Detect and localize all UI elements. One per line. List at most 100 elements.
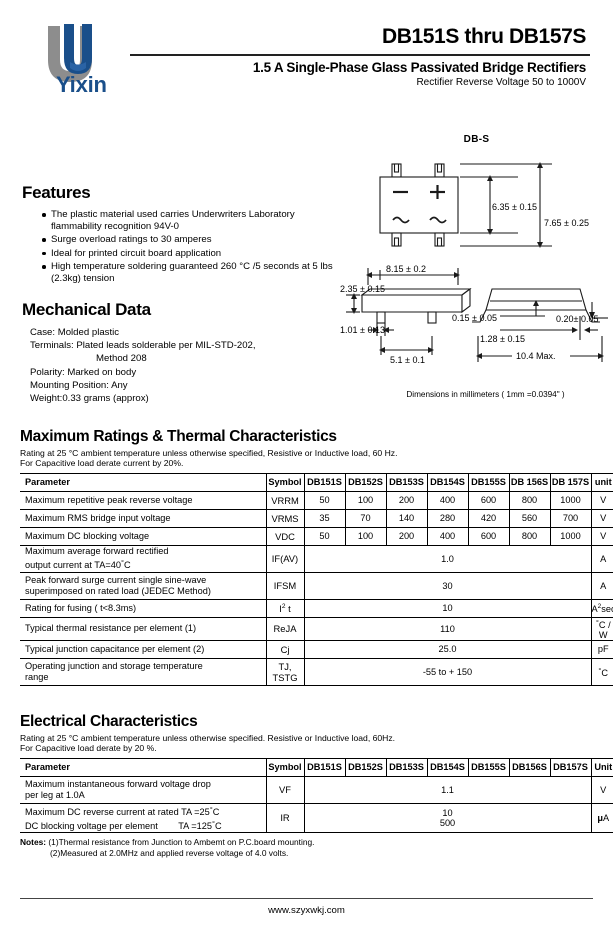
- row-value: 800: [508, 491, 551, 510]
- mech-polarity: Polarity: Marked on body: [30, 366, 137, 378]
- features-heading: Features: [22, 183, 91, 202]
- table-row: Typical junction capacitance per element…: [20, 640, 613, 659]
- row-value: 110: [303, 617, 592, 641]
- dim-standoff: 0.15 ± 0.05: [452, 313, 497, 323]
- table-row: Peak forward surge current single sine-w…: [20, 572, 613, 600]
- row-param: Maximum DC reverse current at rated TA =…: [20, 803, 267, 833]
- dim-foot-length: 1.28 ± 0.15: [480, 334, 525, 344]
- col-db157s: DB 157S: [549, 472, 592, 492]
- dim-lead-pitch: 5.1 ± 0.1: [390, 355, 425, 365]
- mechanical-body: Case: Molded plastic Terminals: Plated l…: [22, 326, 352, 405]
- dim-body-thickness: 2.35 ± 0.15: [340, 284, 385, 294]
- features-list: The plastic material used carries Underw…: [22, 209, 342, 285]
- electrical-blurb-line2: For Capacitive load derate by 20 %.: [20, 743, 157, 754]
- electrical-blurb: Rating at 25 °C ambient temperature unle…: [20, 733, 593, 754]
- col-db153s: DB153S: [385, 472, 428, 492]
- col-symbol: Symbol: [265, 757, 305, 777]
- table-row: Operating junction and storage temperatu…: [20, 658, 613, 686]
- row-value: 600: [467, 527, 510, 546]
- header-titles: DB151S thru DB157S 1.5 A Single-Phase Gl…: [130, 24, 590, 90]
- table-row: Maximum average forward rectified output …: [20, 545, 613, 573]
- table-row: Maximum instantaneous forward voltage dr…: [20, 776, 613, 804]
- col-symbol: Symbol: [265, 472, 305, 492]
- row-symbol: VRMS: [265, 509, 305, 528]
- col-db157s: DB157S: [549, 757, 592, 777]
- col-db155s: DB155S: [467, 472, 510, 492]
- dim-total-span: 10.4 Max.: [516, 351, 556, 361]
- col-unit: Unit: [590, 757, 613, 777]
- row-value: 25.0: [303, 640, 592, 659]
- col-db154s: DB154S: [426, 757, 469, 777]
- note-1: (1)Thermal resistance from Junction to A…: [48, 836, 315, 847]
- row-value: 200: [385, 527, 428, 546]
- row-value: 280: [426, 509, 469, 528]
- package-name-label: DB-S: [463, 134, 490, 145]
- col-parameter: Parameter: [20, 472, 267, 492]
- col-db152s: DB152S: [344, 472, 387, 492]
- row-value: 800: [508, 527, 551, 546]
- ratings-blurb-line1: Rating at 25 °C ambient temperature unle…: [20, 448, 398, 458]
- row-symbol: TJ, TSTG: [265, 658, 305, 686]
- table-row: Rating for fusing ( t<8.3ms) I2 t 10 A2s…: [20, 599, 613, 618]
- row-unit: V: [590, 776, 613, 804]
- row-unit: A: [590, 545, 613, 573]
- table-row: Maximum repetitive peak reverse voltage …: [20, 491, 613, 510]
- page-footer: www.szyxwkj.com: [20, 898, 593, 916]
- col-unit: unit: [590, 472, 613, 492]
- product-voltage-line: Rectifier Reverse Voltage 50 to 1000V: [416, 77, 586, 88]
- table-row: Typical thermal resistance per element (…: [20, 617, 613, 641]
- notes-line1: Notes: (1)Thermal resistance from Juncti…: [20, 837, 593, 848]
- col-db155s: DB155S: [467, 757, 510, 777]
- footer-url: www.szyxwkj.com: [268, 905, 345, 917]
- ratings-blurb: Rating at 25 °C ambient temperature unle…: [20, 448, 593, 469]
- page-header: Yixin DB151S thru DB157S 1.5 A Single-Ph…: [0, 0, 613, 118]
- row-unit: V: [590, 527, 613, 546]
- package-drawing: DB-S: [340, 130, 613, 415]
- col-parameter: Parameter: [20, 757, 267, 777]
- row-unit: °C: [590, 658, 613, 686]
- notes-label: Notes:: [20, 836, 47, 847]
- row-value: 200: [385, 491, 428, 510]
- list-item: High temperature soldering guaranteed 26…: [42, 261, 342, 284]
- row-symbol: ReJA: [265, 617, 305, 641]
- note-2: (2)Measured at 2.0MHz and applied revers…: [50, 847, 289, 858]
- mech-case: Case: Molded plastic: [30, 327, 120, 338]
- row-value: 35: [303, 509, 346, 528]
- col-db156s: DB 156S: [508, 472, 551, 492]
- table-row: Maximum DC blocking voltage VDC 50 100 2…: [20, 527, 613, 546]
- col-db153s: DB153S: [385, 757, 428, 777]
- row-symbol: VF: [265, 776, 305, 804]
- table-notes: Notes: (1)Thermal resistance from Juncti…: [20, 837, 593, 859]
- header-divider: [130, 54, 590, 56]
- col-db156s: DB156S: [508, 757, 551, 777]
- mech-mounting: Mounting Position: Any: [30, 379, 128, 391]
- list-item: The plastic material used carries Underw…: [42, 209, 342, 232]
- row-value: 100: [344, 491, 387, 510]
- logo-u-mark: [48, 24, 92, 82]
- row-value: 30: [303, 572, 592, 600]
- row-unit: V: [590, 491, 613, 510]
- mechanical-data-section: Mechanical Data Case: Molded plastic Ter…: [22, 300, 352, 405]
- logo-wordmark: Yixin: [56, 72, 107, 97]
- dimension-units-note: Dimensions in millimeters ( 1mm =0.0394"…: [406, 390, 565, 399]
- row-param: Maximum repetitive peak reverse voltage: [20, 491, 267, 510]
- dim-lead-width: 0.20± 0.05: [556, 314, 598, 324]
- row-value: 700: [549, 509, 592, 528]
- dim-lead-thickness: 1.01 ± 0.13: [340, 325, 385, 335]
- col-db151s: DB151S: [303, 757, 346, 777]
- row-param: Rating for fusing ( t<8.3ms): [20, 599, 267, 618]
- row-value: 140: [385, 509, 428, 528]
- table-header-row: Parameter Symbol DB151S DB152S DB153S DB…: [20, 757, 613, 777]
- product-subtitle: 1.5 A Single-Phase Glass Passivated Brid…: [252, 60, 586, 75]
- ratings-heading: Maximum Ratings & Thermal Characteristic…: [20, 428, 337, 445]
- footer-divider: [20, 898, 593, 900]
- row-param: Typical thermal resistance per element (…: [20, 617, 267, 641]
- table-header-row: Parameter Symbol DB151S DB152S DB153S DB…: [20, 472, 613, 492]
- electrical-table: Parameter Symbol DB151S DB152S DB153S DB…: [20, 757, 613, 833]
- row-param: Peak forward surge current single sine-w…: [20, 572, 267, 600]
- mechanical-heading: Mechanical Data: [22, 300, 151, 319]
- row-symbol: IF(AV): [265, 545, 305, 573]
- row-param: Maximum instantaneous forward voltage dr…: [20, 776, 267, 804]
- row-unit: °C / W: [590, 617, 613, 641]
- row-param: Maximum DC blocking voltage: [20, 527, 267, 546]
